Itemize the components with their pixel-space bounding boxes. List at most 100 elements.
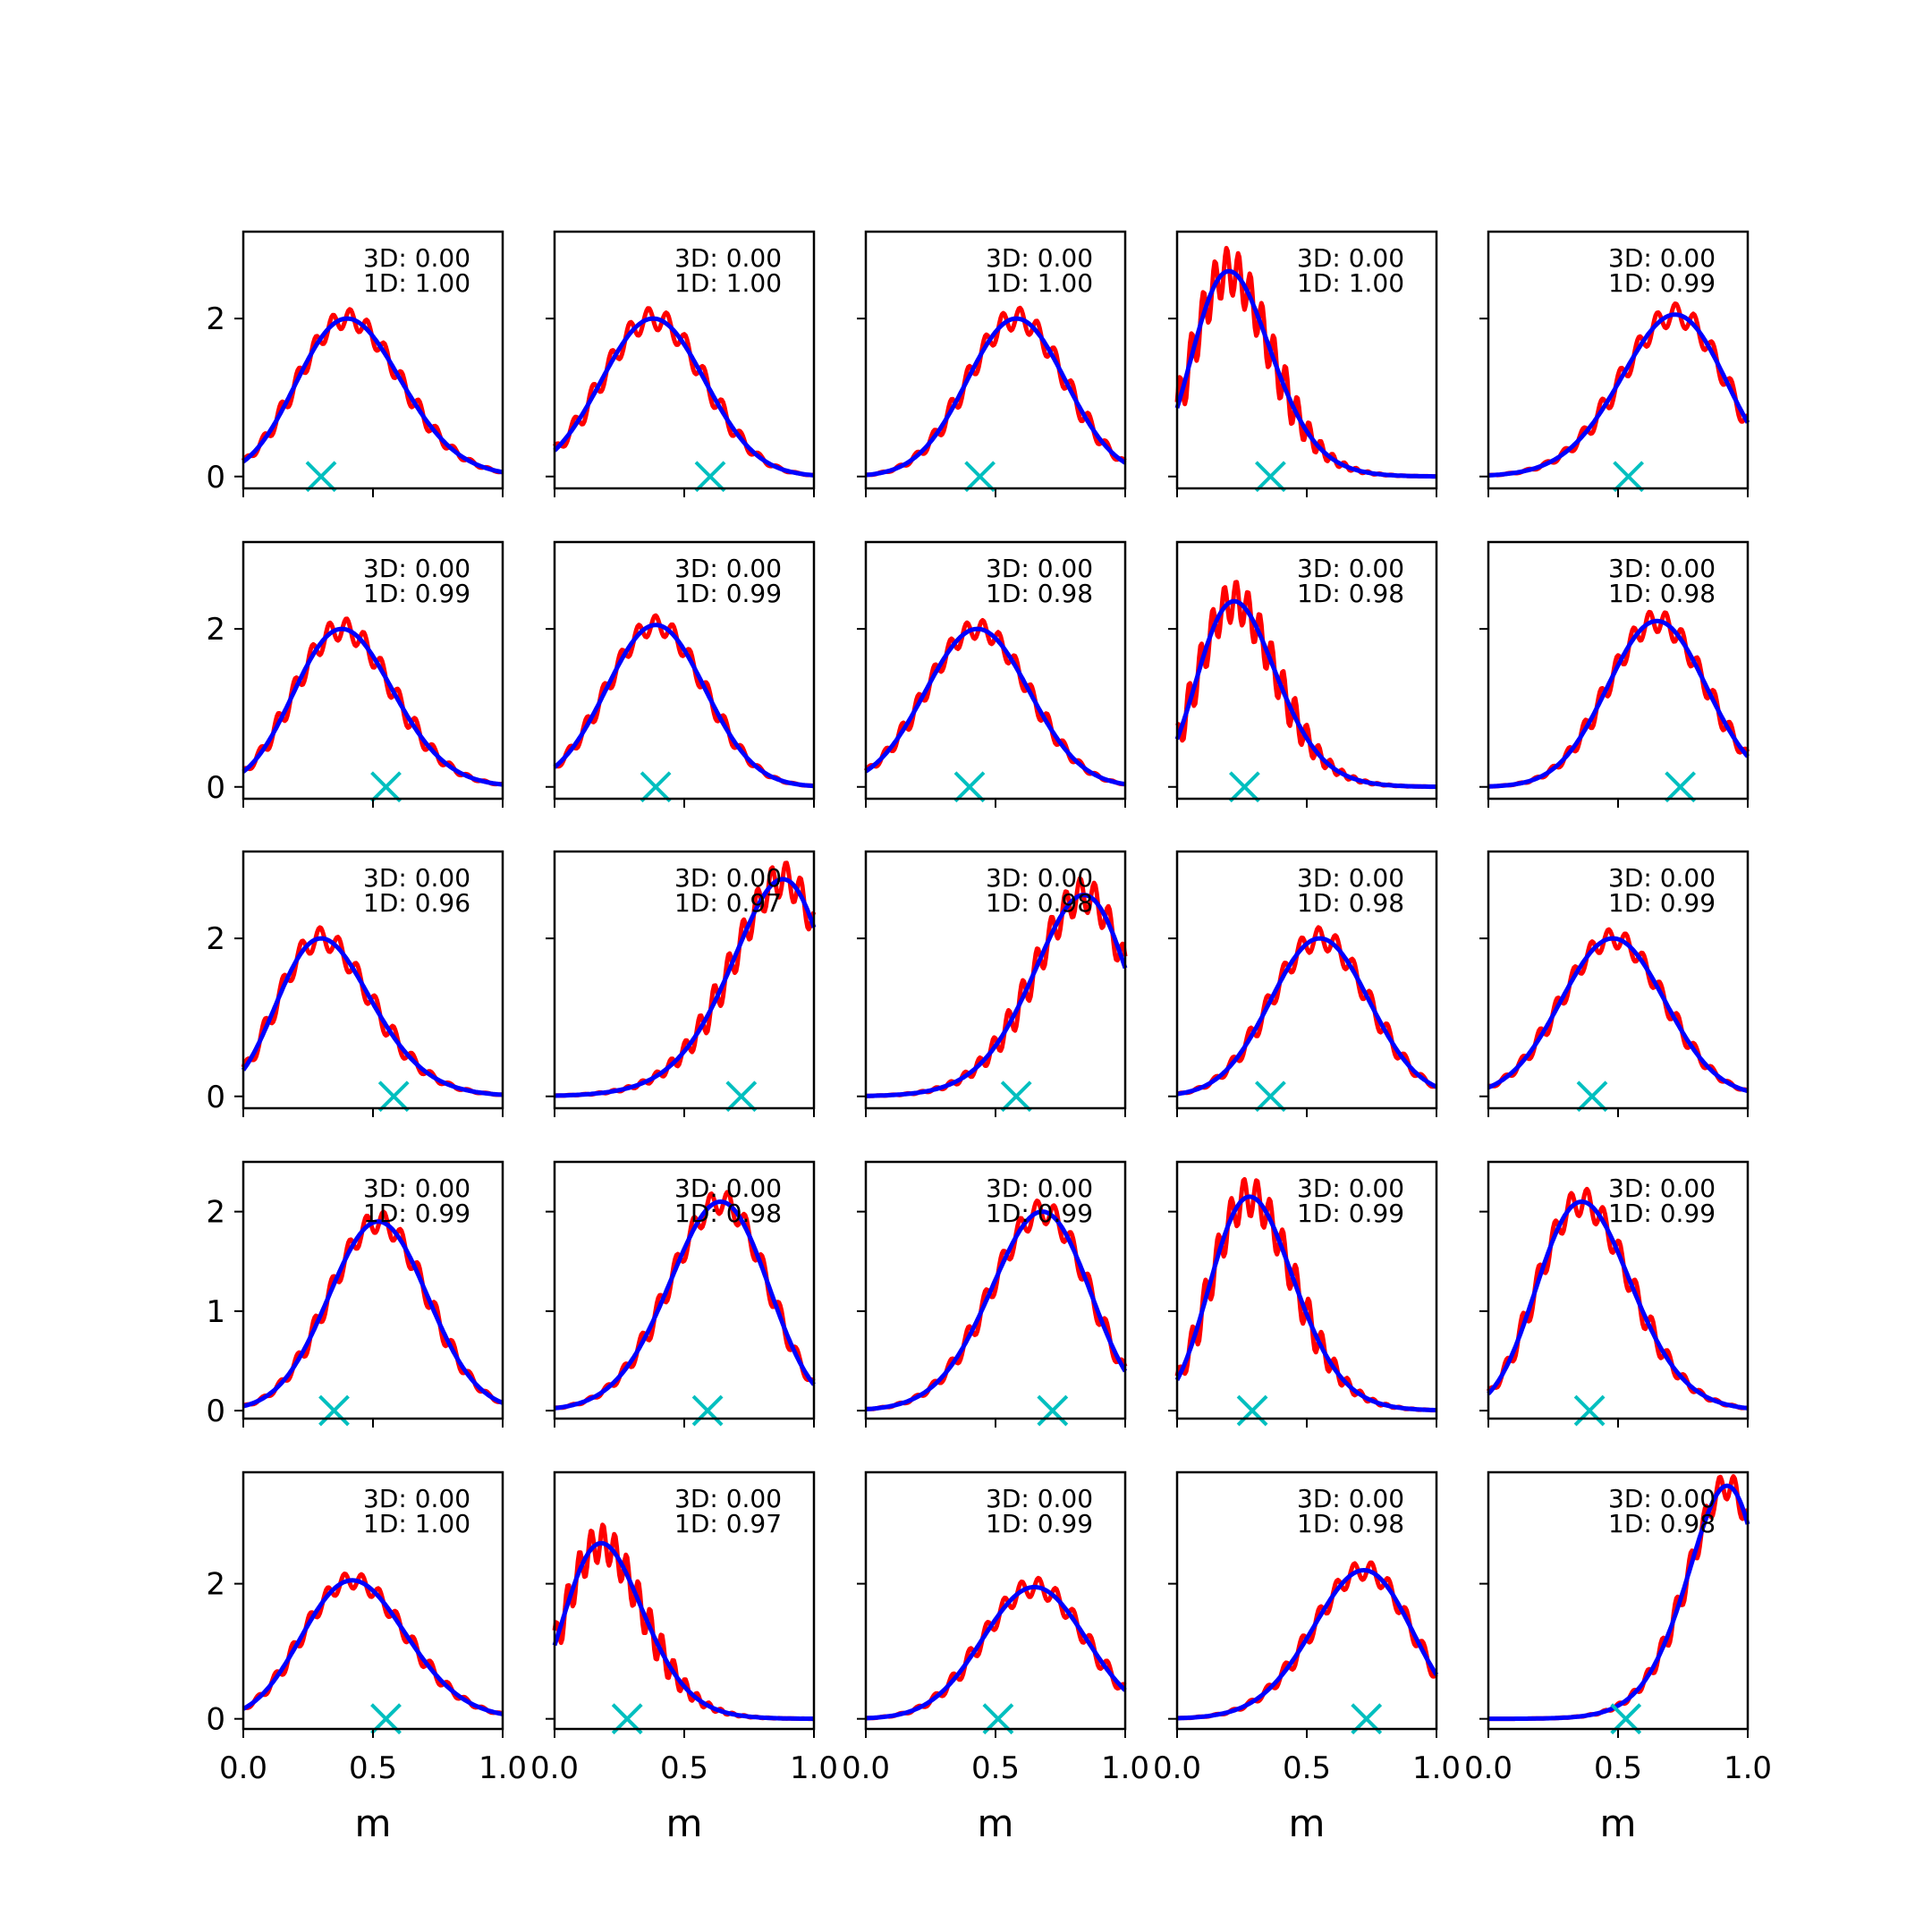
annotation-1d: 1D: 0.98 — [1608, 1509, 1716, 1538]
annotation-1d: 1D: 0.99 — [1608, 1199, 1716, 1228]
blue-series-line — [1176, 936, 1438, 1097]
blue-series-line — [1174, 598, 1437, 790]
blue-series-line — [554, 877, 817, 1098]
blue-series-line — [554, 1199, 816, 1411]
red-series-line — [1487, 927, 1749, 1093]
x-tick-label: 0.0 — [530, 1750, 579, 1786]
annotation-1d: 1D: 0.99 — [1608, 888, 1716, 918]
blue-series-line — [865, 1209, 1128, 1411]
cross-marker-stroke — [370, 771, 402, 803]
annotation-3d: 3D: 0.00 — [1608, 1484, 1716, 1513]
annotation-1d: 1D: 0.99 — [986, 1199, 1093, 1228]
x-tick-label: 0.5 — [660, 1750, 708, 1786]
annotation-1d: 1D: 0.98 — [1297, 579, 1404, 608]
cross-marker-stroke — [1665, 771, 1697, 803]
annotation-1d: 1D: 1.00 — [674, 268, 782, 298]
x-axis-label: m — [1289, 1801, 1326, 1845]
cross-marker — [1236, 1394, 1268, 1427]
red-series-line — [554, 613, 815, 789]
x-axis-label: m — [355, 1801, 392, 1845]
cross-marker — [377, 1080, 410, 1113]
cross-marker-stroke — [1573, 1394, 1606, 1427]
x-tick-label: 0.0 — [1464, 1750, 1513, 1786]
annotation-3d: 3D: 0.00 — [674, 1484, 782, 1513]
annotation-3d: 3D: 0.00 — [1608, 554, 1716, 583]
annotation-1d: 1D: 0.99 — [363, 579, 470, 608]
red-series-line — [242, 1572, 504, 1716]
cross-marker — [953, 771, 986, 803]
blue-series-line — [1174, 1194, 1437, 1413]
cross-marker-stroke — [377, 1080, 410, 1113]
blue-series-line — [242, 626, 504, 787]
blue-series-line — [1487, 1199, 1749, 1411]
cross-marker-stroke — [1037, 1394, 1069, 1427]
annotation-1d: 1D: 0.99 — [986, 1509, 1093, 1538]
cross-marker — [1000, 1080, 1032, 1113]
annotation-3d: 3D: 0.00 — [1608, 1174, 1716, 1203]
cross-marker-stroke — [953, 771, 986, 803]
blue-series-line — [553, 316, 815, 478]
red-series-line — [1487, 609, 1750, 789]
red-series-line — [865, 1199, 1128, 1411]
blue-series-line — [1174, 268, 1437, 479]
cross-marker — [1576, 1080, 1608, 1113]
x-tick-label: 1.0 — [790, 1750, 838, 1786]
cross-marker — [1613, 461, 1645, 493]
annotation-1d: 1D: 0.99 — [1297, 1199, 1404, 1228]
annotation-1d: 1D: 0.98 — [986, 579, 1093, 608]
y-tick-label: 0 — [206, 460, 225, 496]
annotation-3d: 3D: 0.00 — [1297, 554, 1404, 583]
annotation-3d: 3D: 0.00 — [1297, 863, 1404, 893]
red-series-line — [1487, 301, 1750, 478]
x-tick-label: 0.5 — [349, 1750, 397, 1786]
annotation-1d: 1D: 0.99 — [363, 1199, 470, 1228]
x-axis-label: m — [666, 1801, 703, 1845]
cross-marker-stroke — [1613, 461, 1645, 493]
annotation-3d: 3D: 0.00 — [363, 863, 470, 893]
annotation-3d: 3D: 0.00 — [674, 243, 782, 273]
cross-marker-stroke — [1000, 1080, 1032, 1113]
annotation-3d: 3D: 0.00 — [1608, 863, 1716, 893]
blue-series-line — [242, 316, 504, 475]
annotation-3d: 3D: 0.00 — [1608, 243, 1716, 273]
red-series-line — [241, 925, 504, 1097]
annotation-1d: 1D: 0.96 — [363, 888, 470, 918]
annotation-1d: 1D: 0.98 — [674, 1199, 782, 1228]
cross-marker — [305, 461, 337, 493]
x-tick-label: 0.0 — [219, 1750, 267, 1786]
annotation-1d: 1D: 1.00 — [986, 268, 1093, 298]
cross-marker — [964, 461, 996, 493]
annotation-1d: 1D: 0.98 — [1297, 1509, 1404, 1538]
blue-series-line — [242, 1578, 504, 1716]
annotation-1d: 1D: 1.00 — [363, 1509, 470, 1538]
cross-marker-stroke — [1236, 1394, 1268, 1427]
cross-marker — [1228, 771, 1260, 803]
blue-series-line — [1487, 936, 1749, 1094]
y-tick-label: 0 — [206, 1080, 225, 1115]
cross-marker — [1254, 461, 1286, 493]
cross-marker-stroke — [694, 461, 726, 493]
cross-marker-stroke — [1254, 1080, 1286, 1113]
blue-series-line — [553, 623, 815, 789]
x-tick-label: 0.5 — [1283, 1750, 1331, 1786]
cross-marker — [725, 1080, 758, 1113]
y-tick-label: 2 — [206, 1195, 225, 1231]
cross-marker — [640, 771, 672, 803]
annotation-1d: 1D: 1.00 — [363, 268, 470, 298]
blue-series-line — [865, 1584, 1127, 1721]
y-tick-label: 2 — [206, 921, 225, 957]
